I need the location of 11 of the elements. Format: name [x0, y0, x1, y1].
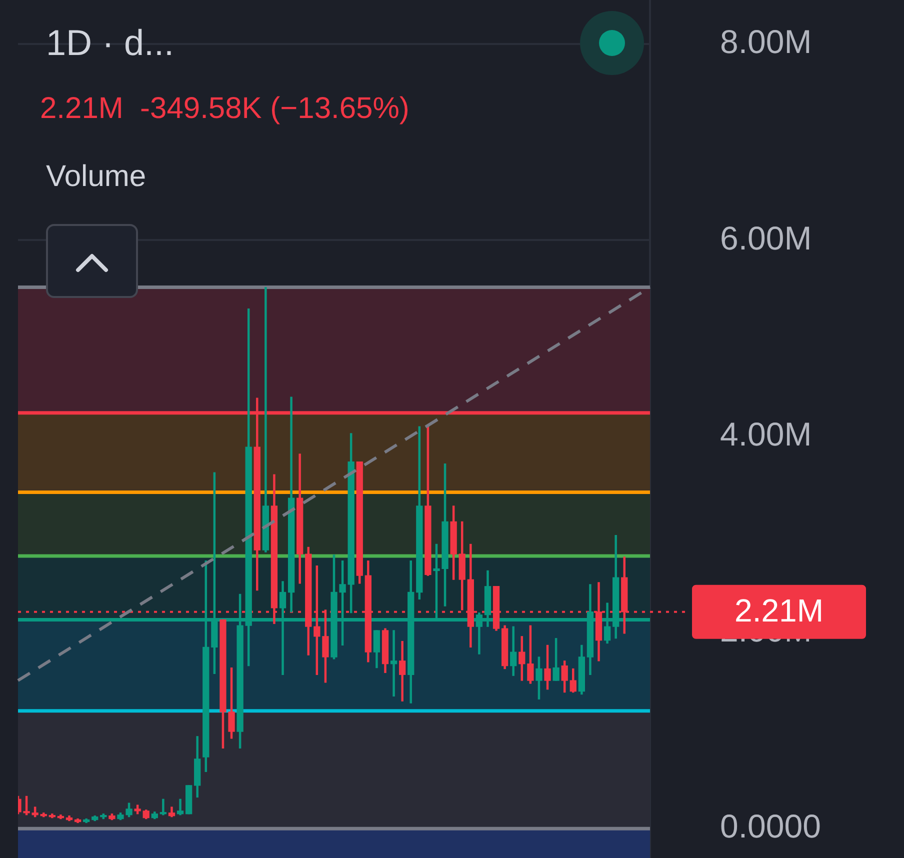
- candlestick: [390, 630, 398, 697]
- text: 2.21M -349.58K (−13.65%): [40, 92, 410, 126]
- candlestick: [160, 798, 167, 816]
- annotation: Volume: [46, 160, 146, 194]
- text: 1D · d...: [46, 22, 174, 64]
- y-tick-label: 4.00M: [720, 415, 812, 452]
- ref-line-label: 2.21M: [734, 592, 824, 629]
- candlestick: [262, 286, 270, 552]
- y-tick-label: 8.00M: [720, 23, 812, 60]
- y-tick-label: 0.0000: [720, 808, 821, 845]
- y-tick-label: 6.00M: [720, 219, 812, 256]
